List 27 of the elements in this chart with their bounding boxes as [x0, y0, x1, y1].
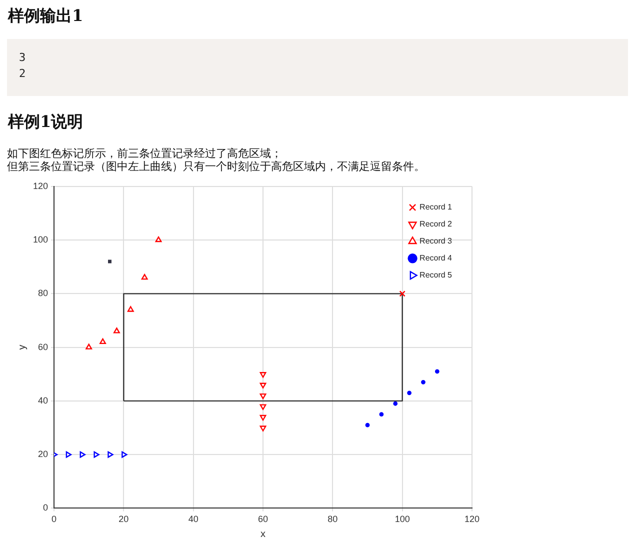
text: 但第三条位置记录（图中左上曲线）只有一个时刻位于高危区域内，不满足逗留条件。 [7, 159, 425, 174]
x-tick-label: 80 [328, 514, 338, 524]
y-tick-label: 0 [43, 502, 48, 513]
y-tick-label: 80 [38, 288, 48, 298]
x-tick-label: 60 [258, 514, 268, 524]
text: 如下图红色标记所示，前三条位置记录经过了高危区域； [7, 146, 282, 160]
legend-label: Record 1 [420, 202, 453, 212]
x-tick-label: 20 [118, 514, 129, 524]
x-axis-title: x [260, 528, 266, 540]
text: 2 [19, 67, 26, 80]
y-tick-label: 60 [38, 342, 48, 352]
y-tick-label: 100 [32, 234, 48, 245]
chart-subtitle: 样例1说明 [8, 112, 84, 133]
y-tick-label: 20 [38, 449, 48, 460]
legend-label: Record 3 [420, 236, 453, 246]
chart-title: 样例输出1 [8, 6, 84, 27]
text: 3 [19, 51, 26, 64]
y-axis-title: y [16, 344, 28, 350]
legend-label: Record 5 [420, 270, 453, 280]
y-tick-label: 120 [32, 180, 48, 191]
x-tick-label: 40 [188, 514, 198, 524]
y-tick-label: 40 [38, 395, 48, 406]
x-tick-label: 0 [52, 514, 57, 524]
x-tick-label: 100 [394, 514, 410, 524]
legend-label: Record 4 [420, 254, 453, 263]
x-tick-label: 120 [464, 514, 480, 524]
legend-label: Record 2 [420, 220, 453, 229]
